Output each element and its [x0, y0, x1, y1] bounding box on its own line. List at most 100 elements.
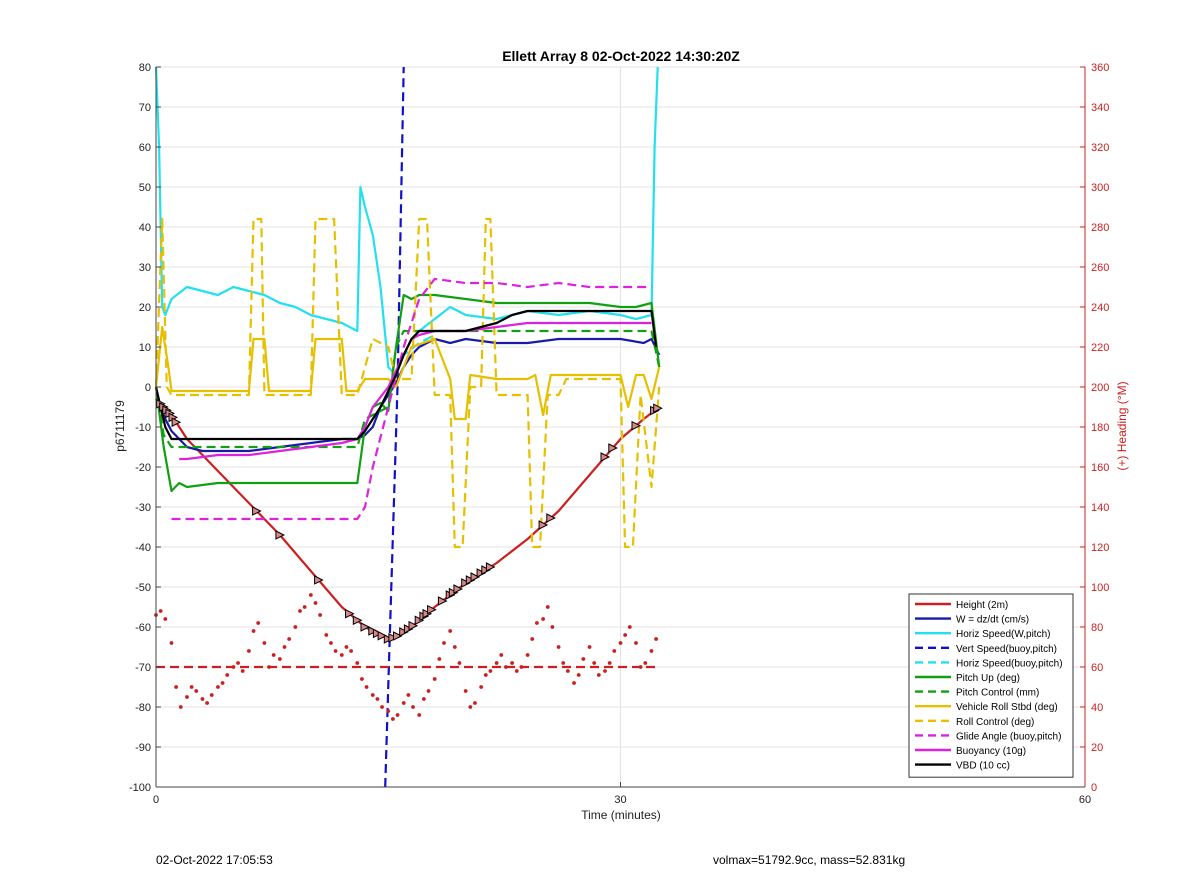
heading-point [200, 697, 205, 701]
heading-point [395, 713, 400, 717]
height-marker [470, 572, 481, 582]
series-line-6 [154, 329, 661, 449]
y-right-tick-label: 80 [1091, 622, 1103, 634]
heading-point [510, 661, 515, 665]
y-right-tick-label: 240 [1091, 302, 1109, 314]
heading-point [545, 605, 550, 609]
heading-point [627, 625, 632, 629]
y-right-tick-label: 40 [1091, 702, 1103, 714]
height-marker [368, 626, 378, 636]
heading-point [178, 705, 183, 709]
heading-point [592, 661, 597, 665]
height-marker [653, 403, 663, 414]
heading-point [634, 641, 638, 645]
heading-point [561, 661, 566, 665]
y-tick-label: 60 [139, 142, 151, 154]
y-tick-label: 80 [139, 62, 151, 74]
heading-point [550, 625, 555, 629]
height-marker [352, 615, 363, 626]
heading-point [370, 693, 375, 697]
series-line-5 [154, 293, 661, 493]
y-right-tick-label: 260 [1091, 262, 1109, 274]
heading-point [479, 685, 484, 689]
height-marker [408, 620, 419, 631]
heading-point [386, 709, 391, 713]
heading-point [231, 665, 236, 669]
y-axis-label: p6711179 [113, 400, 127, 452]
height-marker [377, 630, 388, 641]
height-marker [403, 624, 414, 634]
heading-point [643, 661, 648, 665]
height-marker [476, 568, 487, 578]
y-tick-label: 50 [139, 182, 151, 194]
heading-point [251, 629, 256, 633]
heading-point [209, 693, 214, 697]
heading-point [189, 685, 194, 689]
legend-label: Height (2m) [956, 600, 1008, 611]
heading-point [185, 695, 189, 699]
heading-point [406, 693, 411, 697]
heading-point [457, 661, 462, 665]
legend-label: Buoyancy (10g) [956, 746, 1026, 757]
heading-point [282, 645, 287, 649]
legend-label: W = dz/dt (cm/s) [956, 615, 1029, 626]
heading-point [247, 649, 251, 653]
y-right-tick-label: 0 [1091, 782, 1097, 794]
heading-point [417, 713, 422, 717]
heading-point [333, 649, 338, 653]
series-line-3 [384, 66, 405, 788]
heading-point [565, 669, 570, 673]
y-right-tick-label: 320 [1091, 142, 1109, 154]
y-tick-label: 10 [139, 342, 151, 354]
height-marker [608, 443, 618, 453]
heading-point [271, 653, 276, 657]
height-marker [600, 452, 611, 462]
footer-timestamp: 02-Oct-2022 17:05:53 [156, 853, 273, 867]
x-tick-label: 0 [153, 794, 159, 806]
y-right-tick-label: 180 [1091, 422, 1109, 434]
heading-point [488, 669, 493, 673]
heading-point [163, 617, 168, 621]
y-tick-label: -80 [135, 702, 151, 714]
height-marker [538, 520, 549, 530]
y-tick-label: 20 [139, 302, 151, 314]
y-right-tick-label: 200 [1091, 382, 1109, 394]
heading-point [240, 669, 245, 673]
y-right-tick-label: 340 [1091, 102, 1109, 114]
heading-point [401, 701, 406, 705]
legend-label: Horiz Speed(buoy,pitch) [956, 658, 1063, 669]
height-marker [461, 578, 471, 588]
legend: Height (2m) W = dz/dt (cm/s) Horiz Speed(W… [908, 593, 1074, 778]
heading-point [499, 653, 504, 657]
heading-point [452, 645, 457, 649]
heading-point [380, 705, 384, 709]
y-right-tick-label: 20 [1091, 742, 1103, 754]
heading-point [287, 637, 292, 641]
legend-label: Pitch Control (mm) [956, 688, 1039, 699]
legend-label: VBD (10 cc) [956, 761, 1010, 772]
height-marker [546, 513, 556, 523]
height-marker [388, 632, 399, 643]
y-tick-label: -10 [135, 422, 151, 434]
y-tick-label: 0 [145, 382, 151, 394]
heading-point [216, 685, 220, 689]
heading-point [267, 665, 271, 669]
height-marker [453, 584, 464, 594]
heading-point [612, 649, 617, 653]
heading-point [220, 681, 225, 685]
heading-point [225, 673, 230, 677]
heading-point [463, 689, 468, 693]
heading-point [541, 617, 545, 621]
heading-point [324, 633, 329, 637]
heading-point [483, 673, 488, 677]
heading-point [448, 629, 453, 633]
heading-point [623, 633, 628, 637]
heading-point [437, 657, 442, 661]
height-marker [422, 608, 433, 619]
x-tick-label: 60 [1079, 794, 1091, 806]
heading-point [344, 645, 349, 649]
heading-point [581, 657, 586, 661]
y-tick-label: -70 [135, 662, 151, 674]
y-right-tick-label: 160 [1091, 462, 1109, 474]
height-marker [345, 608, 355, 619]
